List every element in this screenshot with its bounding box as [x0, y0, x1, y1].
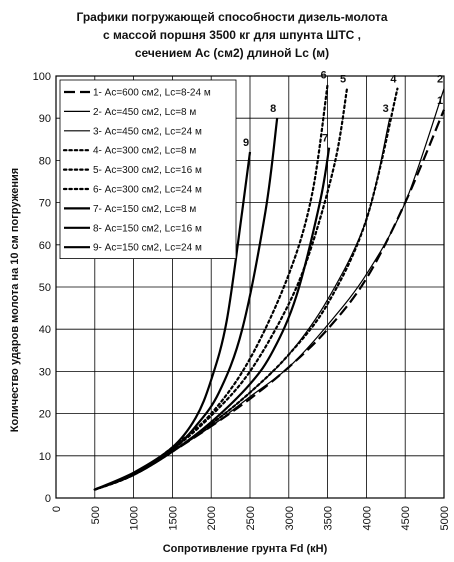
- series-line-8: [94, 118, 279, 491]
- x-tick-label: 2500: [245, 506, 257, 530]
- x-tick-label: 4500: [400, 506, 412, 530]
- curve-label-5: 5: [340, 74, 346, 86]
- curve-label-6: 6: [321, 69, 327, 81]
- x-tick-label: 4000: [361, 506, 373, 530]
- tick-labels: 0 500 1000 1500 2000 2500 3000 3500 4000 4500 5000…: [33, 71, 451, 530]
- y-tick-label: 100: [33, 71, 51, 83]
- chart-title-line-3: сечением Ас (см2) длиной Lc (м): [135, 46, 329, 60]
- y-axis-label: Количество ударов молота на 10 см погруж…: [9, 168, 21, 432]
- chart-title-line-1: Графики погружающей способности дизель-м…: [76, 10, 387, 24]
- chart-title-line-2: с массой поршня 3500 кг для шпунта ШТС ,: [103, 28, 361, 42]
- y-tick-label: 20: [39, 409, 51, 421]
- curve-label-9: 9: [243, 137, 249, 149]
- y-tick-label: 80: [39, 155, 51, 167]
- legend-label-8: 8- Ас=150 см2, Lc=16 м: [93, 223, 202, 234]
- y-tick-label: 10: [39, 451, 51, 463]
- curve-label-3: 3: [383, 103, 389, 115]
- y-tick-label: 30: [39, 366, 51, 378]
- legend-label-1: 1- Ас=600 см2, Lc=8-24 м: [93, 88, 211, 99]
- x-tick-label: 3000: [284, 506, 296, 530]
- x-tick-label: 3500: [323, 506, 335, 530]
- series-line-9: [94, 151, 252, 491]
- legend-label-5: 5- Ас=300 см2, Lc=16 м: [93, 165, 202, 176]
- legend-label-4: 4- Ас=300 см2, Lc=8 м: [93, 146, 196, 157]
- curve-label-7: 7: [322, 133, 328, 145]
- y-tick-label: 40: [39, 324, 51, 336]
- legend-label-2: 2- Ас=450 см2, Lc=8 м: [93, 107, 196, 118]
- series-line-6: [93, 83, 329, 491]
- y-tick-label: 90: [39, 113, 51, 125]
- legend-label-9: 9- Ас=150 см2, Lc=24 м: [93, 243, 202, 254]
- y-tick-label: 70: [39, 198, 51, 210]
- x-tick-label: 1500: [167, 506, 179, 530]
- x-axis-label: Сопротивление грунта Fd (кН): [163, 543, 328, 555]
- x-tick-label: 500: [90, 506, 102, 524]
- legend-label-7: 7- Ас=150 см2, Lc=8 м: [93, 204, 196, 215]
- x-tick-label: 5000: [439, 506, 451, 530]
- plot-frame: [55, 75, 445, 499]
- x-tick-label: 0: [51, 506, 63, 512]
- y-tick-label: 50: [39, 282, 51, 294]
- curve-label-8: 8: [270, 103, 276, 115]
- legend: 1- Ас=600 см2, Lc=8-24 м 2- Ас=450 см2, L…: [59, 79, 237, 260]
- y-tick-label: 60: [39, 240, 51, 252]
- curve-label-2: 2: [437, 74, 443, 86]
- x-tick-label: 2000: [206, 506, 218, 530]
- y-tick-label: 0: [45, 493, 51, 505]
- curve-label-4: 4: [390, 74, 397, 86]
- legend-label-3: 3- Ас=450 см2, Lc=24 м: [93, 126, 202, 137]
- legend-label-6: 6- Ас=300 см2, Lc=24 м: [93, 185, 202, 196]
- x-tick-label: 1000: [129, 506, 141, 530]
